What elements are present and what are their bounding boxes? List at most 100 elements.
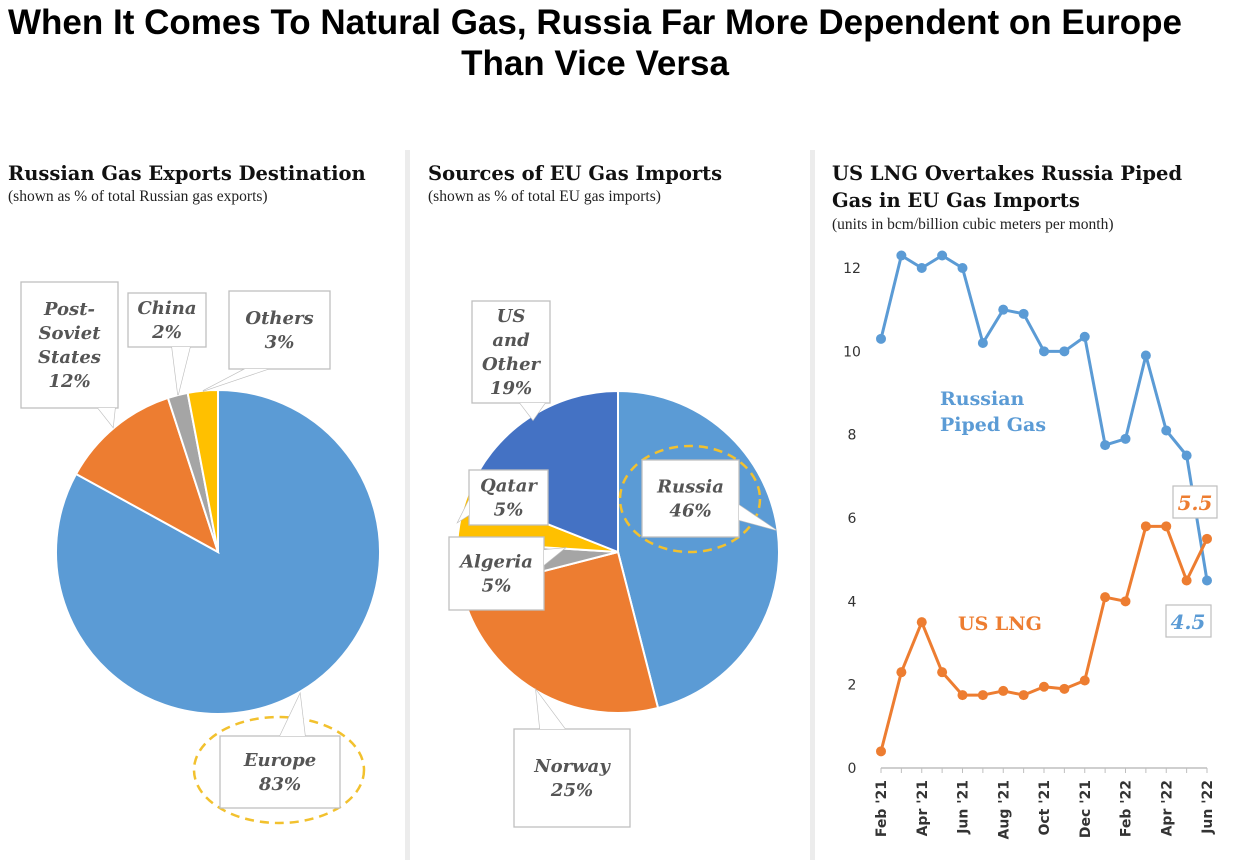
data-point	[1120, 596, 1131, 607]
callout-norway: Norway 25%	[513, 687, 631, 828]
data-point	[876, 333, 886, 344]
callout-pointer-fill	[172, 347, 190, 395]
callout-pointer-fill	[536, 690, 565, 729]
slice-label: Other	[482, 354, 542, 375]
callout-box	[20, 281, 119, 409]
data-point	[1202, 575, 1212, 586]
y-tick-label: 2	[848, 678, 857, 694]
data-point	[1079, 675, 1090, 686]
y-tick-label: 10	[843, 344, 861, 360]
callout-box	[228, 290, 331, 370]
slice-label: 25%	[550, 780, 593, 801]
callout-pointer-fill	[520, 403, 545, 420]
slice-label: 3%	[265, 332, 295, 353]
pie1-slice	[186, 388, 219, 553]
x-tick-label: Feb '21	[874, 780, 890, 837]
callout-russia: Russia 46%	[641, 459, 777, 538]
y-tick-label: 6	[848, 511, 857, 527]
slice-label: 2%	[151, 322, 182, 343]
slice-label: Algeria	[458, 552, 533, 573]
panel-2-subtitle: (shown as % of total EU gas imports)	[428, 188, 661, 205]
x-tick-label: Apr '22	[1159, 780, 1175, 836]
data-point	[1018, 690, 1029, 701]
data-point	[998, 685, 1009, 696]
data-point	[1202, 533, 1212, 544]
slice-label: Europe	[243, 750, 316, 771]
callout-box	[513, 728, 631, 828]
callout-pointer-fill	[739, 505, 776, 530]
panel-3-title-line1: US LNG Overtakes Russia Piped	[832, 162, 1183, 185]
callout-pointer-fill	[203, 369, 268, 391]
slice-label: 19%	[490, 378, 532, 399]
callout-box	[448, 536, 545, 611]
data-point	[1059, 683, 1070, 694]
callout-box	[471, 300, 551, 404]
slice-label: 12%	[48, 371, 90, 392]
slice-label: Norway	[533, 756, 611, 777]
callout-pointer-fill	[98, 408, 115, 427]
data-point	[1120, 433, 1131, 444]
slice-label: 83%	[258, 774, 301, 795]
callout-pointer-fill	[544, 548, 565, 565]
russia-series-label: Russian	[940, 388, 1025, 410]
pie1-slice	[74, 396, 220, 555]
x-tick-label: Feb '22	[1119, 780, 1135, 837]
end-label-text: 5.5	[1178, 491, 1213, 515]
callout-china: China 2%	[127, 292, 207, 396]
callout-europe: Europe 83%	[219, 691, 341, 809]
data-point	[957, 263, 968, 273]
data-point	[1161, 425, 1172, 436]
callout-post-soviet: Post- Soviet States 12%	[20, 281, 119, 429]
data-point	[1100, 440, 1111, 451]
panel-divider	[405, 150, 410, 860]
slice-label: Soviet	[38, 323, 101, 344]
highlight-ellipse	[618, 444, 762, 554]
panel-3-subtitle: (units in bcm/billion cubic meters per m…	[832, 216, 1114, 233]
slice-label: 5%	[494, 500, 524, 521]
data-point	[1059, 346, 1070, 357]
data-point	[1181, 575, 1192, 586]
slice-label: States	[38, 347, 101, 368]
data-point	[1140, 350, 1151, 361]
data-point	[977, 338, 988, 348]
x-tick-label: Aug '21	[996, 780, 1012, 839]
y-tick-label: 8	[848, 428, 857, 444]
data-point	[1161, 521, 1172, 532]
data-point	[1100, 592, 1111, 603]
data-point	[977, 690, 988, 701]
data-point	[1018, 308, 1029, 319]
lng-series-line	[879, 524, 1209, 752]
slice-label: Qatar	[480, 476, 538, 497]
data-point	[937, 667, 948, 678]
x-tick-label: Apr '21	[915, 780, 931, 836]
end-label-text: 4.5	[1171, 610, 1206, 634]
data-point	[1181, 450, 1192, 461]
data-point	[1140, 521, 1151, 532]
slice-label: Others	[245, 308, 313, 329]
panel-divider	[810, 150, 815, 860]
slice-label: China	[137, 298, 196, 319]
callout-box	[127, 292, 207, 348]
lng-series-label: US LNG	[958, 613, 1042, 635]
data-point	[998, 304, 1009, 315]
data-point	[896, 250, 907, 261]
russia-series-label: Piped Gas	[940, 414, 1046, 436]
end-label-lng: 5.5	[1172, 485, 1218, 519]
x-tick-label: Dec '21	[1078, 780, 1094, 838]
end-label-box	[1172, 485, 1218, 519]
panel-1-title: Russian Gas Exports Destination	[8, 162, 366, 185]
callout-box	[468, 469, 549, 526]
data-point	[957, 690, 968, 701]
data-point	[1039, 346, 1049, 357]
data-point	[937, 250, 948, 261]
x-tick-label: Oct '21	[1037, 780, 1053, 836]
data-point	[1079, 331, 1090, 342]
panel-1-subtitle: (shown as % of total Russian gas exports…	[8, 188, 268, 205]
data-point	[1039, 681, 1049, 692]
callout-others: Others 3%	[202, 290, 331, 392]
slice-label: and	[492, 330, 530, 351]
callout-us-other: US and Other 19%	[471, 300, 551, 422]
callout-pointer-fill	[458, 500, 469, 522]
callout-pointer-fill	[280, 694, 305, 736]
